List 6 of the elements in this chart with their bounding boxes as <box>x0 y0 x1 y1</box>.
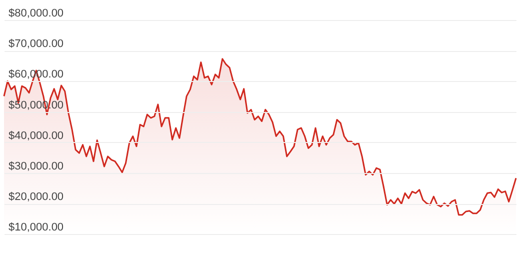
y-tick-label: $10,000.00 <box>8 222 64 234</box>
y-tick-label: $30,000.00 <box>8 160 64 172</box>
y-tick-label: $70,000.00 <box>8 38 64 50</box>
y-tick-label: $20,000.00 <box>8 191 64 204</box>
y-tick-label: $40,000.00 <box>8 130 64 142</box>
y-tick-label: $80,000.00 <box>8 8 64 20</box>
